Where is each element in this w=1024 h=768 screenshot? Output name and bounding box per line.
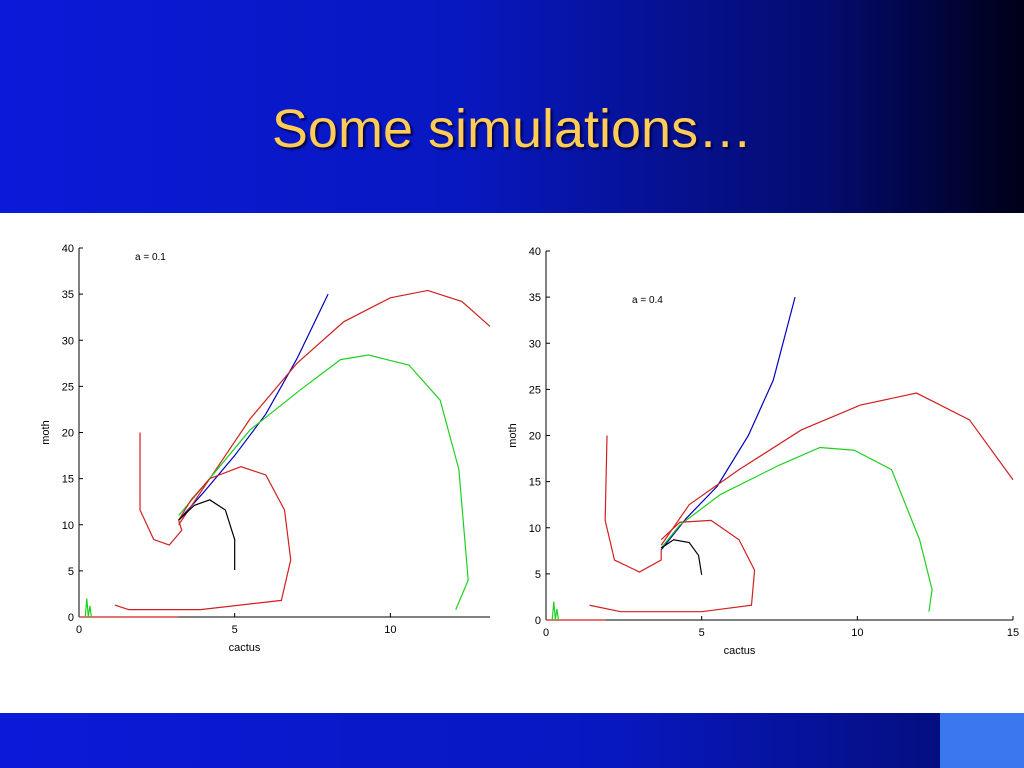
y-tick-label: 15 [529,477,541,489]
y-tick-label: 15 [62,474,74,486]
annotation: a = 0.1 [135,252,166,263]
x-tick-label: 15 [1007,627,1019,639]
y-tick-label: 0 [68,612,74,624]
y-tick-label: 20 [529,431,541,443]
x-axis-label: cactus [724,645,756,657]
y-tick-label: 10 [62,520,74,532]
plots-panel: 0 5 10 15 20 25 30 35 40 0 5 10 cactus moth a = 0.1 0 5 1… [0,213,1024,713]
trajectory [178,354,469,610]
x-tick-label: 0 [76,624,82,636]
y-tick-label: 5 [535,569,541,581]
trajectory [660,392,1014,546]
trajectory [660,296,796,551]
slide-title: Some simulations… [271,99,753,159]
y-tick-label: 35 [529,292,541,304]
footer-band [0,713,1024,768]
y-tick-label: 0 [535,615,541,627]
x-axis-label: cactus [229,642,261,654]
trajectory [84,598,93,618]
y-tick-label: 40 [62,243,74,255]
trajectory [660,446,933,612]
trajectory [589,519,756,613]
y-tick-label: 5 [68,566,74,578]
y-tick-label: 25 [62,381,74,393]
y-tick-label: 25 [529,384,541,396]
header-band [0,0,1024,213]
y-tick-label: 40 [529,246,541,258]
trajectory [178,499,236,570]
trajectory [604,435,662,573]
y-tick-label: 10 [529,523,541,535]
x-tick-label: 0 [543,627,549,639]
trajectory [660,539,703,575]
x-tick-label: 5 [232,624,238,636]
y-tick-label: 30 [62,335,74,347]
annotation: a = 0.4 [632,295,663,306]
trajectory [139,432,183,546]
trajectory [178,293,329,521]
x-tick-label: 10 [384,624,396,636]
x-tick-label: 5 [699,627,705,639]
trajectory [114,465,292,611]
y-tick-label: 20 [62,428,74,440]
y-axis-label: moth [40,420,52,444]
y-axis-label: moth [507,423,519,447]
trajectory [178,289,491,526]
y-tick-label: 35 [62,289,74,301]
footer-square [940,713,1024,768]
y-tick-label: 30 [529,338,541,350]
x-tick-label: 10 [851,627,863,639]
trajectory [551,601,560,621]
